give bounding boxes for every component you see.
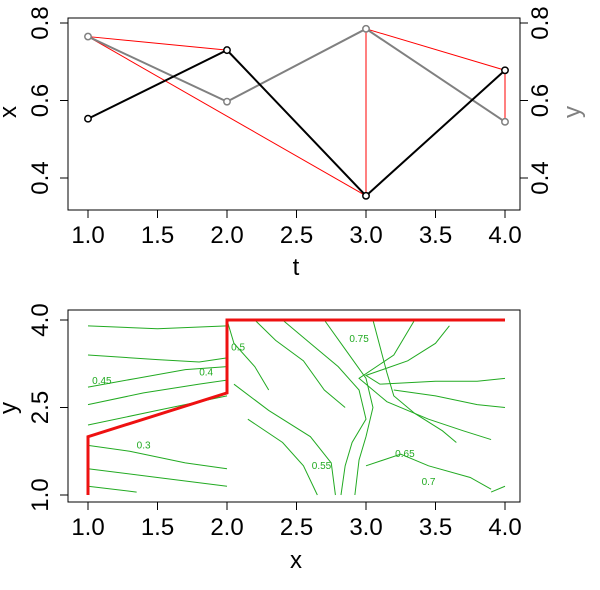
contour-line-9 — [247, 418, 318, 496]
top-panel: 1.0 1.5 2.0 2.5 3.0 3.5 4.0 0.40.60.8 0.40.60.… — [0, 6, 586, 281]
bottom-y-tick-label: 4.0 — [27, 303, 54, 336]
top-x-tick-label: 1.0 — [71, 222, 104, 249]
contour-line-18 — [393, 389, 506, 408]
contour-line-16 — [365, 453, 492, 490]
bottom-plot-frame — [67, 309, 521, 503]
contour-line-11 — [233, 383, 336, 496]
top-points — [84, 24, 509, 200]
link-segment-2 — [87, 36, 367, 197]
contour-label-0_3: 0.3 — [137, 440, 151, 451]
bottom-panel: 0.3 0.4 0.45 0.5 0.55 0.65 0.7 0.75 1.0 1.5 2.0 2.… — [0, 303, 522, 574]
contour-line-6 — [87, 468, 228, 487]
contour-line-10 — [254, 319, 346, 408]
top-y-left-tick-label: 0.4 — [27, 161, 54, 194]
bottom-x-axis: 1.0 1.5 2.0 2.5 3.0 3.5 4.0 — [71, 501, 522, 541]
bottom-x-tick-label: 2.5 — [280, 514, 313, 541]
bottom-x-tick-label: 2.0 — [210, 514, 243, 541]
contour-label-0_7: 0.7 — [422, 477, 436, 488]
contour-line-5 — [87, 444, 228, 470]
point-y-2 — [223, 97, 231, 106]
top-x-tick-label: 3.0 — [349, 222, 382, 249]
contour-line-13 — [323, 319, 374, 496]
contour-label-0_55: 0.55 — [312, 461, 332, 472]
bottom-x-tick-label: 4.0 — [488, 514, 521, 541]
point-x-1 — [84, 114, 92, 123]
point-x-3 — [362, 191, 370, 200]
bottom-y-axis-title: y — [0, 402, 22, 414]
bottom-y-axis: 1.0 2.5 4.0 — [27, 303, 69, 512]
point-y-1 — [84, 32, 92, 41]
bottom-y-tick-label: 1.0 — [27, 478, 54, 511]
top-x-tick-label: 4.0 — [488, 222, 521, 249]
contour-line-14 — [372, 319, 457, 443]
contour-label-0_45: 0.45 — [92, 376, 112, 387]
bottom-x-tick-label: 3.5 — [419, 514, 452, 541]
contour-labels: 0.3 0.4 0.45 0.5 0.55 0.65 0.7 0.75 — [92, 334, 436, 488]
top-y-axis-right-title: y — [559, 106, 586, 118]
path-line — [86, 318, 505, 495]
top-plot-frame — [67, 17, 521, 211]
bottom-x-tick-label: 3.0 — [349, 514, 382, 541]
top-x-tick-label: 2.0 — [210, 222, 243, 249]
top-x-tick-label: 3.5 — [419, 222, 452, 249]
optimal-path — [86, 318, 505, 495]
top-y-left-tick-label: 0.6 — [27, 84, 54, 117]
top-y-left-tick-label: 0.8 — [27, 6, 54, 39]
point-y-3 — [362, 24, 370, 33]
contour-line-15 — [358, 319, 492, 441]
top-y-axis-right: 0.4 0.6 0.8 — [519, 6, 554, 195]
top-x-tick-label: 2.5 — [280, 222, 313, 249]
bottom-x-tick-label: 1.0 — [71, 514, 104, 541]
contour-line-12 — [282, 319, 367, 496]
contour-label-0_5: 0.5 — [231, 342, 245, 353]
top-y-right-tick-label: 0.8 — [527, 6, 554, 39]
contour-line-7 — [87, 485, 137, 493]
top-x-axis: 1.0 1.5 2.0 2.5 3.0 3.5 4.0 — [71, 209, 522, 249]
contour-line-19 — [490, 485, 506, 493]
link-segment-1 — [87, 36, 228, 51]
top-x-tick-label: 1.5 — [141, 222, 174, 249]
top-y-axis-left: 0.4 0.6 0.8 — [27, 6, 69, 195]
contour-line-3 — [87, 379, 228, 406]
contour-label-0_75: 0.75 — [349, 334, 369, 345]
series-line-x — [87, 48, 506, 198]
top-series — [87, 27, 506, 198]
bottom-y-tick-label: 2.5 — [27, 391, 54, 424]
contour-line-1 — [87, 354, 228, 363]
top-y-axis-left-title: x — [0, 106, 22, 118]
bottom-x-axis-title: x — [290, 547, 302, 574]
top-links — [87, 28, 506, 197]
contour-line-17 — [364, 325, 506, 385]
contour-label-0_65: 0.65 — [395, 449, 415, 460]
point-x-2 — [223, 46, 231, 55]
series-line-y — [87, 27, 506, 123]
top-y-right-tick-label: 0.6 — [527, 84, 554, 117]
bottom-x-tick-label: 1.5 — [141, 514, 174, 541]
contour-lines — [87, 319, 506, 496]
contour-line-8 — [226, 319, 270, 391]
contour-label-0_4: 0.4 — [199, 367, 213, 378]
top-y-right-tick-label: 0.4 — [527, 161, 554, 194]
top-x-axis-title: t — [293, 254, 300, 281]
link-segment-4 — [365, 28, 506, 71]
contour-line-0 — [87, 325, 228, 330]
point-y-4 — [501, 117, 509, 126]
contour-line-2 — [87, 366, 228, 388]
point-x-4 — [501, 66, 509, 75]
